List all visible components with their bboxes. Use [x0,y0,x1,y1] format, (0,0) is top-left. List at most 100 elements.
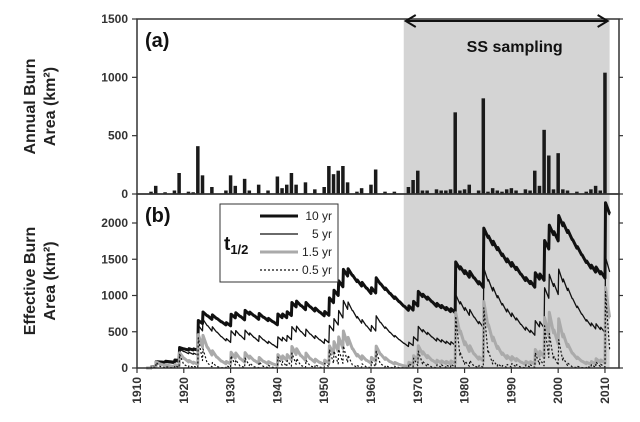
panel-a-ylabel-line1: Annual Burn [22,59,39,155]
bar-1981 [467,184,472,194]
bar-1943 [289,173,294,194]
bar-1989 [504,189,509,194]
bar-1950 [322,187,326,194]
bar-1994 [528,190,532,194]
panel-a-y-ticks: 0 500 1000 1500 [101,12,623,201]
panel-b-x-ticks: 1910 1920 1930 1940 1950 1960 1970 1980 1990 2000… [130,368,612,404]
bar-1996 [537,185,542,194]
bar-2006 [584,191,588,194]
bar-1933 [242,178,247,194]
ytick-a-label: 500 [108,129,128,143]
panel-a-label: (a) [145,30,169,52]
bar-1913 [149,191,153,194]
bar-1924 [200,175,205,194]
bar-1946 [303,182,308,194]
bar-1930 [228,175,233,194]
bar-1958 [359,188,364,194]
bar-1976 [444,190,448,194]
annual-bars [149,72,607,194]
legend: t1/2 10 yr 5 yr 1.5 yr 0.5 yr [219,203,339,283]
bar-1938 [266,190,270,194]
bar-1953 [336,170,340,194]
bar-1999 [551,189,556,194]
bar-1957 [355,191,359,194]
legend-title-main: t [224,234,231,255]
bar-1921 [186,191,191,194]
bar-1983 [476,190,481,194]
xtick-label: 1920 [177,377,191,404]
bar-1954 [341,166,345,194]
bar-2007 [589,189,593,194]
bar-2000 [556,153,560,194]
bar-1998 [547,155,551,194]
xtick-label: 1970 [411,377,425,404]
legend-items: 10 yr 5 yr 1.5 yr 0.5 yr [260,209,332,277]
xtick-label: 2000 [551,377,565,404]
ytick-b-label: 1000 [101,289,128,303]
bar-1918 [172,190,177,194]
bar-1969 [411,180,415,194]
ytick-b-label: 500 [108,325,128,339]
bar-1991 [514,190,518,194]
bar-1985 [486,191,490,194]
ss-sampling-label: SS sampling [467,39,563,56]
xtick-label: 1990 [504,377,518,404]
panel-b-ylabel: Effective Burn Area (km²) [22,227,59,335]
bar-1988 [500,191,504,194]
bar-1960 [369,184,373,194]
panel-b-label: (b) [145,205,171,227]
bar-2008 [593,185,598,194]
bar-1923 [196,146,200,194]
bar-1944 [294,184,298,194]
xtick-label: 1950 [317,377,331,404]
bar-1934 [247,190,252,194]
bar-1984 [481,98,486,194]
bar-1977 [448,189,453,194]
bar-1941 [280,188,284,194]
bar-1922 [191,192,195,194]
bar-1931 [233,185,238,194]
bar-1987 [495,190,500,194]
panel-a-ylabel-line2: Area (km²) [42,67,59,146]
bar-1916 [163,192,167,194]
series-line-10-yr [145,201,612,370]
effective-lines [145,201,612,370]
bar-1951 [327,166,331,194]
xtick-label: 1930 [224,377,238,404]
ytick-b-label: 0 [121,361,128,375]
bar-1993 [523,189,528,194]
bar-1955 [345,182,350,194]
bar-1997 [542,129,546,194]
xtick-label: 1910 [130,377,144,404]
bar-1971 [420,190,425,194]
bar-2002 [565,190,570,194]
ytick-a-label: 1000 [101,70,128,84]
bar-1940 [275,176,280,194]
bar-1929 [224,190,228,194]
ytick-a-label: 0 [121,187,128,201]
ss-sampling-arrow [403,14,610,28]
bar-1975 [439,190,443,194]
bar-2004 [575,191,579,194]
bar-1979 [458,190,462,194]
panel-a-ylabel: Annual Burn Area (km²) [22,59,59,155]
series-line-5-yr [146,256,611,369]
arrow-head-left [403,14,417,28]
bar-1980 [462,189,467,194]
legend-title-sub: 1/2 [230,242,248,257]
bar-1952 [331,174,336,194]
bar-1963 [383,191,387,194]
bar-2010 [603,72,607,194]
bar-1990 [509,188,514,194]
bar-1926 [210,187,214,194]
ytick-b-label: 2000 [101,216,128,230]
bar-1948 [313,189,317,194]
ytick-a-label: 1500 [101,12,128,26]
bar-1914 [153,185,158,194]
bar-1974 [434,189,439,194]
bar-1961 [373,169,378,194]
bar-2009 [598,190,603,194]
panel-b-ylabel-line1: Effective Burn [22,227,39,335]
bar-1995 [533,170,537,194]
legend-title: t1/2 [224,234,248,257]
